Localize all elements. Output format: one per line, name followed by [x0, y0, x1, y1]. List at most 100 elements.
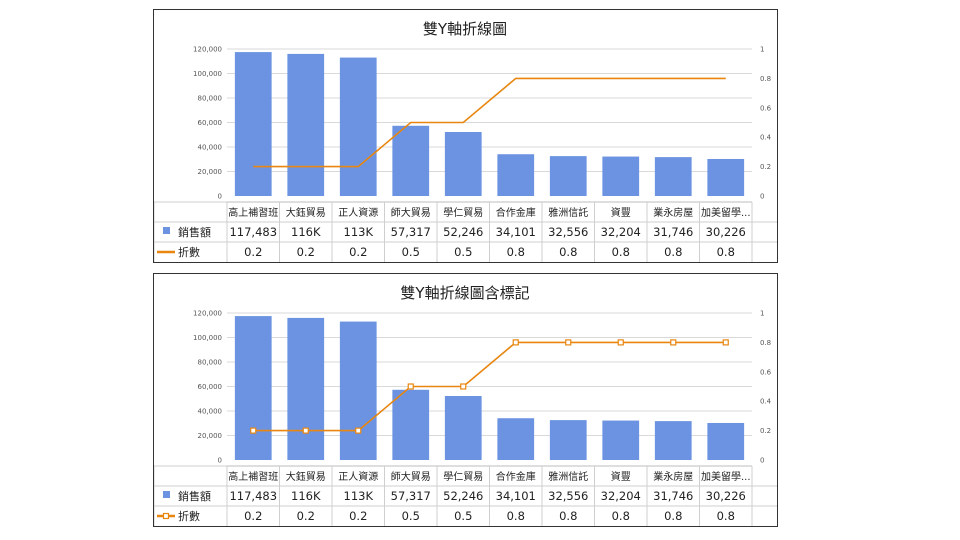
category-label: 大鈺貿易 [286, 470, 326, 483]
left-axis-tick-label: 120,000 [193, 46, 222, 54]
data-table-value: 0.2 [244, 245, 262, 259]
chart-title: 雙Y軸折線圖 [423, 20, 507, 38]
bar [654, 157, 692, 196]
bar [392, 125, 430, 196]
bar [339, 321, 377, 460]
right-axis-tick-label: 0.2 [760, 427, 771, 435]
data-table-value: 113K [344, 225, 374, 239]
line-marker [302, 427, 309, 434]
chart-panel-dual-axis-line: 雙Y軸折線圖 0 20,000 40,000 60,000 80,000 100,000 12… [153, 9, 778, 263]
bar [234, 52, 272, 196]
left-axis-tick-label: 0 [218, 457, 222, 465]
data-table-value: 0.8 [664, 509, 682, 523]
data-table-value: 0.8 [559, 509, 577, 523]
data-table-value: 52,246 [443, 489, 483, 503]
bar [549, 156, 587, 196]
legend-key-bar [163, 491, 170, 498]
legend-label: 折數 [178, 509, 200, 523]
category-label: 業永房屋 [653, 206, 693, 219]
data-table-value: 32,204 [601, 225, 641, 239]
bar [602, 156, 640, 196]
left-axis-tick-label: 20,000 [198, 432, 223, 440]
right-axis-tick-label: 0.4 [760, 398, 772, 406]
data-table-value: 0.8 [559, 245, 577, 259]
data-table-value: 0.2 [349, 509, 367, 523]
category-label: 資豐 [611, 470, 631, 483]
left-axis-tick-label: 0 [218, 193, 222, 201]
data-table-value: 117,483 [229, 225, 277, 239]
data-table-value: 113K [344, 489, 374, 503]
data-table-value: 116K [291, 489, 321, 503]
data-table-value: 0.2 [297, 245, 315, 259]
category-label: 資豐 [611, 206, 631, 219]
bar [707, 158, 745, 196]
line-marker [512, 339, 519, 346]
data-table-value: 0.8 [507, 245, 525, 259]
left-axis-tick-label: 100,000 [193, 70, 222, 78]
bar [234, 316, 272, 460]
data-table-value: 0.5 [454, 509, 472, 523]
right-axis-tick-label: 0.8 [760, 339, 771, 347]
series-line [253, 341, 726, 432]
legend-key-marker [162, 512, 170, 520]
line-marker [617, 339, 624, 346]
data-table-value: 116K [291, 225, 321, 239]
category-label: 正人資源 [338, 206, 378, 219]
data-table-value: 0.8 [717, 509, 735, 523]
right-axis-tick-label: 1 [760, 46, 764, 54]
left-axis-tick-label: 20,000 [198, 168, 223, 176]
data-table-value: 0.5 [454, 245, 472, 259]
data-table-value: 0.5 [402, 509, 420, 523]
line-marker [565, 339, 572, 346]
data-table-value: 0.8 [612, 245, 630, 259]
data-table-value: 0.8 [507, 509, 525, 523]
category-label: 合作金庫 [496, 206, 536, 219]
chart-title: 雙Y軸折線圖含標記 [400, 284, 529, 302]
left-axis-tick-label: 40,000 [198, 144, 223, 152]
data-table-value: 52,246 [443, 225, 483, 239]
bar [654, 421, 692, 460]
chart-svg: 雙Y軸折線圖含標記 0 20,000 40,000 60,000 80,000 100,00… [154, 284, 777, 526]
category-label: 學仁貿易 [443, 206, 483, 219]
data-table-value: 57,317 [391, 225, 431, 239]
data-table-value: 0.8 [717, 245, 735, 259]
data-table-value: 31,746 [653, 225, 693, 239]
series-line [253, 77, 726, 168]
left-axis-tick-label: 100,000 [193, 334, 222, 342]
category-label: 高上補習班 [228, 470, 278, 483]
data-table-value: 0.8 [612, 509, 630, 523]
right-axis-tick-label: 1 [760, 310, 764, 318]
left-axis-tick-label: 60,000 [198, 119, 223, 127]
legend-label: 銷售額 [178, 489, 211, 503]
bar [497, 418, 535, 460]
right-axis-tick-label: 0.8 [760, 75, 771, 83]
bar [392, 389, 430, 460]
data-table-value: 0.8 [664, 245, 682, 259]
legend-label: 折數 [178, 245, 200, 259]
line-marker [355, 427, 362, 434]
left-axis-tick-label: 80,000 [198, 95, 223, 103]
category-label: 合作金庫 [496, 470, 536, 483]
right-axis-tick-label: 0 [760, 193, 764, 201]
data-table-value: 0.2 [297, 509, 315, 523]
bar [287, 317, 325, 460]
bar [602, 420, 640, 460]
data-table-value: 32,556 [548, 225, 588, 239]
legend-key-bar [163, 227, 170, 234]
bar [444, 395, 482, 460]
bar [287, 53, 325, 197]
right-axis-tick-label: 0.4 [760, 134, 772, 142]
line-marker [670, 339, 677, 346]
data-table-value: 0.5 [402, 245, 420, 259]
category-label: 學仁貿易 [443, 470, 483, 483]
data-table-value: 34,101 [496, 225, 536, 239]
category-label: 高上補習班 [228, 206, 278, 219]
data-table-value: 32,556 [548, 489, 588, 503]
data-table-value: 30,226 [706, 225, 746, 239]
left-axis-tick-label: 40,000 [198, 408, 223, 416]
category-label: 雅洲信託 [548, 470, 588, 483]
category-label: 加美留學... [701, 470, 751, 483]
bar [707, 422, 745, 460]
right-axis-tick-label: 0 [760, 457, 764, 465]
chart-panel-dual-axis-line-markers: 雙Y軸折線圖含標記 0 20,000 40,000 60,000 80,000 100,00… [153, 273, 778, 527]
